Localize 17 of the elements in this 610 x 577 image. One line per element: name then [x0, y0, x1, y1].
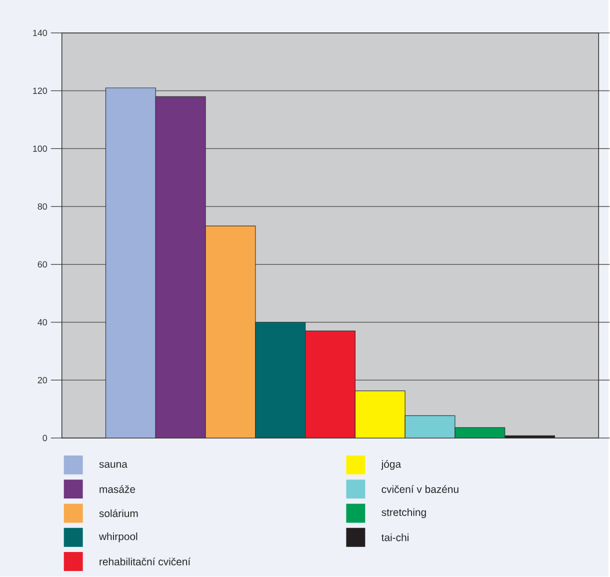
legend-label: whirpool	[98, 532, 138, 542]
legend-label: tai-chi	[381, 534, 408, 542]
y-tick-label: 120	[33, 88, 48, 94]
y-tick-label: 60	[38, 261, 48, 268]
legend-label: rehabilitační cvičení	[100, 558, 191, 566]
y-tick-label: 100	[33, 146, 48, 152]
legend-label: jóga	[381, 460, 402, 470]
y-tick-label: 140	[33, 30, 48, 36]
y-tick-label: 0	[42, 434, 48, 442]
y-tick-label: 20	[38, 377, 48, 384]
y-tick-label: 40	[38, 319, 48, 326]
y-tick-label: 80	[38, 204, 48, 210]
legend-label: solárium	[99, 509, 138, 518]
legend-label: cvičení v bazénu	[382, 485, 458, 494]
legend-label: sauna	[99, 462, 128, 468]
legend-label: masáže	[100, 485, 136, 494]
legend-label: stretching	[382, 508, 426, 518]
